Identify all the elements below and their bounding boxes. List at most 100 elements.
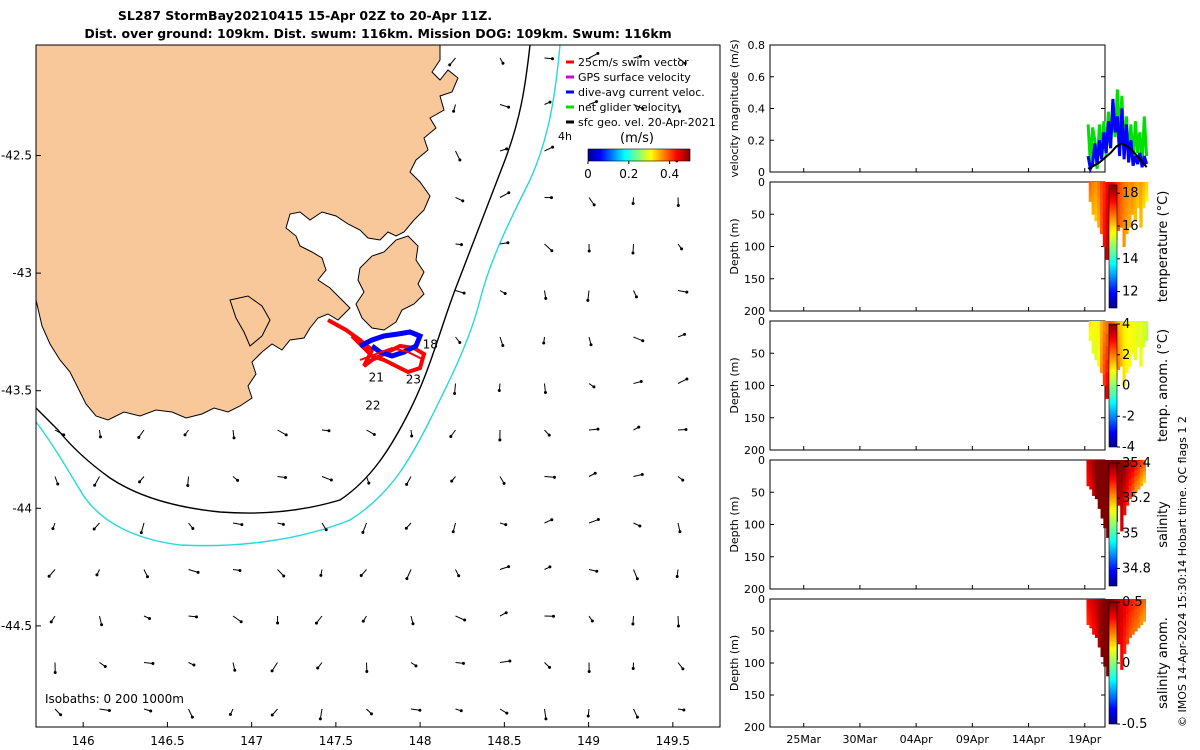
vector-head — [681, 667, 685, 671]
heatmap-cell — [1128, 624, 1132, 632]
heatmap-cell — [1139, 481, 1144, 487]
heatmap-cell — [1117, 497, 1121, 506]
vector-head — [192, 663, 196, 667]
heatmap-cell — [1094, 599, 1099, 606]
heatmap-cell — [1091, 208, 1095, 215]
vector-head — [361, 530, 365, 534]
vector-head — [137, 435, 141, 439]
heatmap-cell — [1130, 192, 1135, 199]
heatmap-cell — [1125, 497, 1130, 506]
heatmap-cell — [1092, 616, 1096, 623]
heatmap-cell — [1117, 490, 1121, 499]
vector-head — [282, 574, 286, 578]
heatmap-cell — [1097, 615, 1102, 624]
heatmap-cell — [1119, 343, 1123, 352]
vector-head — [723, 577, 726, 580]
map-colorbar-tick-label: 0.2 — [619, 167, 638, 181]
vector-head — [146, 575, 150, 579]
heatmap-cell — [1133, 333, 1138, 341]
heatmap-cell — [1086, 477, 1090, 482]
heatmap-cell — [1089, 618, 1093, 624]
heatmap-cell — [1091, 182, 1095, 188]
heatmap-cell — [1131, 489, 1135, 496]
heatmap-cell — [1128, 219, 1132, 228]
heatmap-cell — [1123, 599, 1127, 609]
time-tick-label: 30Mar — [843, 733, 878, 746]
y-tick-label: 200 — [744, 444, 765, 457]
vector-head — [361, 619, 365, 623]
heatmap-cell — [1125, 182, 1129, 192]
heatmap-cell — [1139, 468, 1144, 474]
heatmap-cell — [1142, 199, 1146, 204]
heatmap-cell — [1142, 338, 1146, 343]
heatmap-cell — [1128, 605, 1132, 613]
heatmap-cell — [1125, 490, 1130, 499]
vector-head — [463, 618, 467, 622]
panel-colorbar — [1108, 323, 1118, 448]
heatmap-cell — [1086, 607, 1090, 613]
heatmap-cell — [1099, 355, 1104, 365]
heatmap-cell — [1100, 608, 1104, 619]
heatmap-cell — [1086, 599, 1090, 604]
heatmap-cell — [1105, 220, 1109, 235]
heatmap-cell — [1133, 207, 1138, 215]
heatmap-cell — [1103, 471, 1107, 484]
heatmap-cell — [1086, 620, 1090, 626]
vector-head — [547, 433, 551, 437]
vector-head — [548, 665, 552, 669]
vector-head — [542, 341, 546, 345]
map-y-tick-label: -44 — [12, 501, 32, 515]
heatmap-cell — [1088, 324, 1093, 328]
heatmap-cell — [1134, 604, 1138, 611]
heatmap-cell — [1092, 483, 1096, 491]
heatmap-cell — [1137, 599, 1141, 605]
map-colorbar — [587, 148, 691, 162]
y-tick-label: 100 — [744, 657, 765, 670]
heatmap-cell — [1117, 621, 1121, 630]
heatmap-cell — [1122, 225, 1126, 237]
heatmap-cell — [1136, 333, 1140, 339]
glider-track — [327, 318, 427, 375]
colorbar-tick-label: 16 — [1122, 219, 1139, 234]
heatmap-cell — [1131, 622, 1135, 629]
heatmap-cell — [1128, 460, 1132, 467]
panel-4: 0 50 100 150 200 Depth (m) 34.8 35 35.2 35.4 salin… — [728, 454, 1171, 596]
vector-head — [319, 573, 323, 577]
heatmap-cell — [1134, 476, 1138, 482]
y-tick-label: 0.6 — [748, 71, 766, 84]
heatmap-cell — [1092, 460, 1096, 467]
vector-head — [596, 518, 600, 522]
heatmap-cell — [1088, 198, 1093, 202]
heatmap-cell — [1136, 338, 1140, 343]
heatmap-cell — [1102, 321, 1107, 333]
heatmap-cell — [1134, 615, 1138, 621]
heatmap-cell — [1119, 351, 1123, 360]
vector-head — [191, 526, 195, 530]
heatmap-cell — [1097, 212, 1101, 221]
map-x-tick-label: 147.5 — [319, 734, 353, 748]
vector-head — [151, 661, 155, 665]
panel-3: 0 50 100 150 200 Depth (m) -4 -2 0 2 4 temp. anom. … — [728, 315, 1171, 457]
title-line2: Dist. over ground: 109km. Dist. swum: 11… — [84, 26, 671, 41]
heatmap-cell — [1120, 657, 1124, 670]
heatmap-cell — [1137, 623, 1141, 629]
heatmap-cell — [1119, 336, 1123, 345]
map-x-tick-label: 146.5 — [150, 734, 184, 748]
legend-label: sfc geo. vel. 20-Apr-2021 — [578, 116, 716, 129]
vector-head — [631, 622, 635, 626]
heatmap-cell — [1133, 353, 1138, 361]
time-tick-label: 19Apr — [1068, 733, 1102, 746]
heatmap-cell — [1097, 476, 1102, 485]
heatmap-cell — [1086, 603, 1090, 609]
heatmap-cell — [1130, 342, 1135, 349]
heatmap-cell — [1099, 338, 1104, 348]
vector-head — [190, 715, 194, 719]
colorbar-tick-label: 12 — [1122, 285, 1139, 300]
heatmap-cell — [1116, 329, 1121, 338]
vector-arrow — [544, 708, 547, 719]
y-tick-label: 150 — [744, 412, 765, 425]
heatmap-cell — [1119, 189, 1123, 198]
vector-head — [502, 481, 506, 485]
heatmap-cell — [1125, 467, 1130, 476]
heatmap-cell — [1099, 216, 1104, 226]
